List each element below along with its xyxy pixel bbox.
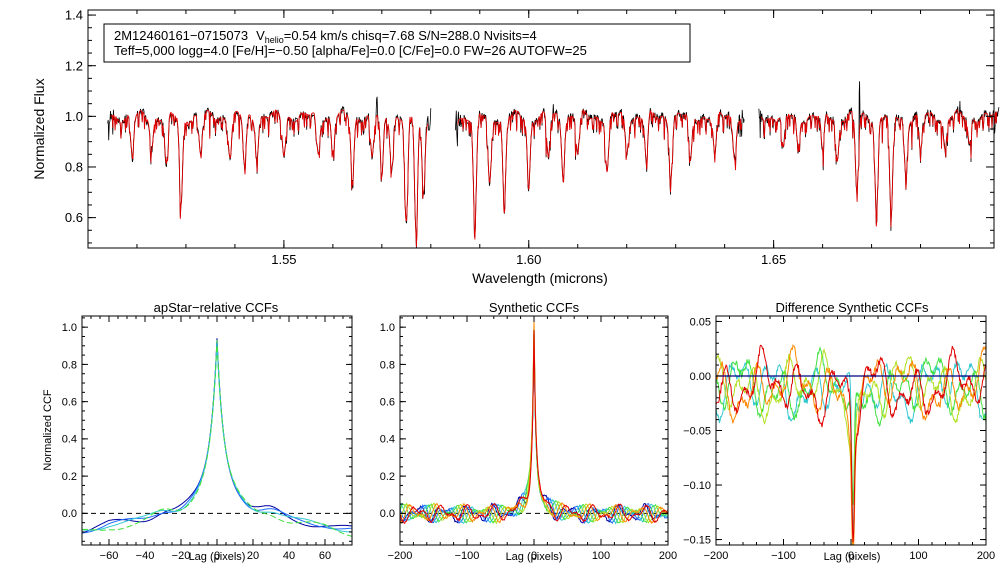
y-tick-label: 0.6 [65,210,83,225]
y-tick-label: 0.2 [380,471,395,483]
y-tick-label: −0.05 [683,425,711,437]
y-tick-label: 0.00 [690,371,711,383]
x-tick-label: 0 [214,550,220,562]
x-tick-label: 200 [659,550,677,562]
model-spectrum-line [457,109,743,240]
x-tick-label: 1.60 [516,252,541,267]
x-tick-label: −100 [771,550,796,562]
spectrum-ylabel: Normalized Flux [31,78,47,179]
v-label: V [256,28,265,43]
y-tick-label: 1.0 [62,322,77,334]
x-tick-label: −200 [704,550,729,562]
ccf-difference-ticks: −200 −100 0 100 200 −0.15 −0.10 −0.05 0.00 0.05 [683,316,995,562]
ccf-apstar-xlabel: Lag (pixels) [189,551,246,563]
ccf-difference-title: Difference Synthetic CCFs [776,300,929,315]
ccf-difference-panel: Difference Synthetic CCFs −200 −100 0 100 20… [683,300,995,563]
x-tick-label: 20 [247,550,259,562]
ccf-synthetic-plot-area [399,320,669,525]
y-tick-label: 0.6 [380,396,395,408]
x-tick-label: 40 [283,550,295,562]
y-tick-label: 0.4 [62,434,77,446]
y-tick-label: 0.0 [62,508,77,520]
x-tick-label: 100 [592,550,610,562]
model-spectrum-line [760,109,998,228]
ccf-apstar-ticks: −60 −40 −20 0 20 40 60 0.0 0.2 0.4 0.6 0.8 1.0 [62,316,353,562]
v-value: =0.54 km/s chisq=7.68 S/N=288.0 Nvisits=… [284,28,537,43]
y-tick-label: 0.8 [380,359,395,371]
ccf-apstar-series-cyan [81,342,352,533]
ccf-synthetic-ticks: −200 −100 0 100 200 0.0 0.2 0.4 0.6 0.8 1.0 [380,316,677,562]
ccf-apstar-panel: apStar−relative CCFs −60 −40 −20 0 20 40 60 0.0… [42,300,353,563]
ccf-apstar-title: apStar−relative CCFs [154,300,279,315]
ccf-synthetic-series-red [399,330,669,524]
x-tick-label: −40 [136,550,155,562]
annotation-frame [103,23,691,63]
x-tick-label: 0 [848,550,854,562]
y-tick-label: 0.2 [62,471,77,483]
y-tick-label: −0.15 [683,534,711,546]
ccf-synthetic-title: Synthetic CCFs [489,300,580,315]
ccf-apstar-plot-area [81,338,353,537]
x-tick-label: −60 [100,550,119,562]
y-tick-label: 1.4 [65,8,83,23]
spectrum-axis-ticks: 1.55 1.60 1.65 0.6 0.8 1.0 1.2 1.4 [65,8,994,267]
model-spectrum-line [110,109,429,248]
y-tick-label: 0.0 [380,508,395,520]
ccf-synthetic-panel: Synthetic CCFs −200 −100 0 100 200 0.0 0.2 0.4 0… [380,300,677,563]
ccf-difference-series-orange [715,344,987,546]
ccf-apstar-series-navy [81,338,353,534]
ccf-difference-xlabel: Lag (pixels) [824,551,881,563]
x-tick-label: −20 [172,550,191,562]
x-tick-label: 100 [909,550,927,562]
y-tick-label: 0.05 [690,316,711,328]
y-tick-label: 0.8 [62,359,77,371]
annotation-line-2: Teff=5,000 logg=4.0 [Fe/H]=−0.50 [alpha/… [114,43,587,58]
x-tick-label: 1.55 [271,252,296,267]
ccf-apstar-series-green [82,340,353,537]
x-tick-label: 0 [531,550,537,562]
y-tick-label: 0.8 [65,160,83,175]
ccf-apstar-ylabel: Normalized CCF [42,389,54,471]
x-tick-label: 60 [319,550,331,562]
x-tick-label: −100 [455,550,480,562]
spectrum-plot-area [107,81,1000,249]
ccf-difference-series-red [715,344,987,543]
y-tick-label: 1.0 [65,109,83,124]
y-tick-label: 0.4 [380,434,395,446]
y-tick-label: 1.0 [380,322,395,334]
y-tick-label: −0.10 [683,480,711,492]
spectrum-xlabel: Wavelength (microns) [472,270,608,286]
x-tick-label: 1.65 [761,252,786,267]
ccf-apstar-series-blue [81,340,353,534]
y-tick-label: 1.2 [65,58,83,73]
y-tick-label: 0.6 [62,396,77,408]
x-tick-label: −200 [388,550,413,562]
spectrum-panel: 1.55 1.60 1.65 0.6 0.8 1.0 1.2 1.4 2M12460161−0… [31,8,1000,286]
annotation-line-1: 2M12460161−0715073 Vhelio=0.54 km/s chisq… [114,28,537,45]
x-tick-label: 200 [977,550,995,562]
ccf-difference-series-cyan [715,361,987,536]
star-id: 2M12460161−0715073 [114,28,248,43]
spectrum-annotation-box: 2M12460161−0715073 Vhelio=0.54 km/s chisq… [103,23,691,63]
ccf-difference-plot-area [715,344,987,546]
v-subscript: helio [265,35,284,45]
ccf-synthetic-xlabel: Lag (pixels) [506,551,563,563]
